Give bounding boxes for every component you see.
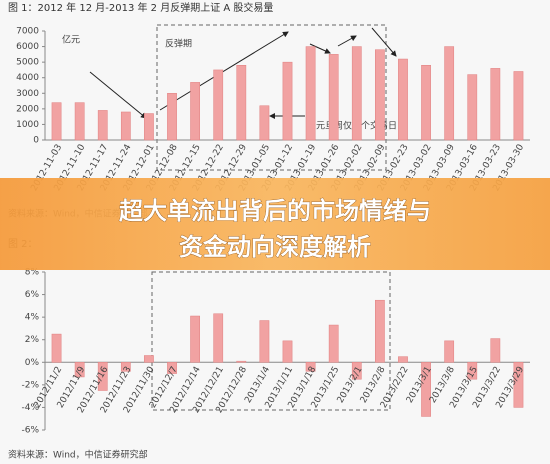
rebound-box bbox=[151, 271, 391, 411]
bar bbox=[490, 338, 501, 363]
y-tick-label: -4% bbox=[21, 403, 39, 413]
bar bbox=[97, 362, 108, 391]
bar bbox=[467, 362, 478, 380]
bar bbox=[144, 113, 154, 141]
y-tick-label: 6000 bbox=[16, 42, 39, 52]
bar bbox=[259, 105, 270, 141]
bar bbox=[375, 299, 385, 363]
bar bbox=[351, 362, 362, 380]
y-tick-label: 2000 bbox=[16, 104, 39, 114]
bar bbox=[74, 362, 85, 378]
bar bbox=[190, 315, 200, 363]
bar bbox=[167, 93, 177, 141]
y-tick-label: 0% bbox=[25, 358, 40, 368]
bar bbox=[236, 65, 247, 141]
y-tick-label: 6% bbox=[25, 290, 40, 300]
bar bbox=[375, 49, 385, 141]
y-tick-label: 5000 bbox=[16, 58, 39, 68]
bar bbox=[398, 356, 408, 363]
bar bbox=[444, 46, 455, 141]
bar bbox=[513, 71, 524, 141]
y-tick-label: 0 bbox=[33, 136, 39, 146]
unit-label: 亿元 bbox=[62, 34, 80, 46]
bar bbox=[282, 61, 293, 141]
bar bbox=[51, 102, 62, 141]
bar bbox=[421, 362, 431, 417]
annotation: 反弹期 bbox=[165, 38, 192, 50]
bar bbox=[305, 362, 316, 372]
bar bbox=[213, 69, 224, 141]
arrows bbox=[89, 27, 397, 119]
bar bbox=[328, 54, 339, 141]
bar bbox=[190, 82, 200, 141]
bar bbox=[120, 362, 131, 372]
bar bbox=[398, 58, 408, 141]
y-tick-label: 4000 bbox=[16, 73, 39, 83]
rebound-box bbox=[156, 24, 387, 171]
bar bbox=[305, 46, 316, 141]
chart-title: 图 1：2012 年 12 月-2013 年 2 月反弹期上证 A 股交易量 bbox=[8, 1, 273, 14]
bar bbox=[467, 74, 478, 141]
bar bbox=[259, 320, 270, 363]
banner bbox=[0, 178, 550, 270]
bar bbox=[421, 65, 431, 141]
bar bbox=[351, 46, 362, 141]
y-tick-label: 4% bbox=[25, 313, 40, 323]
banner-title: 超大单流出背后的市场情绪与 bbox=[119, 197, 431, 225]
y-tick-label: 7000 bbox=[16, 27, 39, 37]
y-tick-label: 3000 bbox=[16, 89, 39, 99]
banner-title: 资金动向深度解析 bbox=[179, 233, 371, 261]
y-tick-label: 2% bbox=[25, 335, 40, 345]
bar bbox=[213, 313, 224, 363]
bar bbox=[513, 362, 524, 408]
bar bbox=[144, 355, 154, 363]
bar bbox=[236, 360, 247, 363]
y-tick-label: -6% bbox=[21, 426, 39, 436]
bar bbox=[167, 362, 177, 374]
y-tick-label: -2% bbox=[21, 380, 39, 390]
bar bbox=[74, 102, 85, 141]
bar bbox=[51, 333, 62, 363]
bar bbox=[444, 340, 455, 363]
y-tick-label: 1000 bbox=[16, 120, 39, 130]
source: 资料来源：Wind，中信证券研究部 bbox=[8, 449, 148, 461]
bar bbox=[328, 324, 339, 363]
bar bbox=[120, 111, 131, 141]
bar bbox=[490, 68, 501, 141]
y-tick-label: 8% bbox=[25, 268, 40, 278]
bar bbox=[97, 110, 108, 141]
bar bbox=[282, 340, 293, 363]
